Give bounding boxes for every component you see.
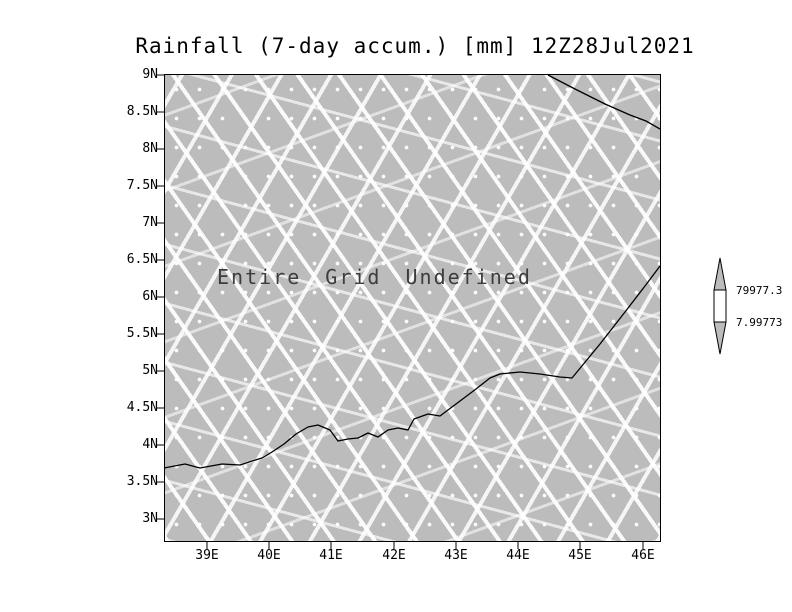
y-axis-label: 7.5N — [126, 178, 158, 193]
colorbar: 79977.3 7.99773 — [712, 257, 792, 357]
x-axis-label: 45E — [568, 548, 592, 563]
axis-ticks — [156, 74, 644, 549]
y-axis-label: 4.5N — [126, 400, 158, 415]
x-axis-label: 43E — [444, 548, 468, 563]
y-axis-label: 3N — [142, 511, 158, 526]
x-axis-label: 39E — [195, 548, 219, 563]
y-axis-label: 9N — [142, 67, 158, 82]
y-axis-label: 8.5N — [126, 104, 158, 119]
colorbar-min-label: 7.99773 — [736, 316, 783, 329]
colorbar-shape — [713, 257, 727, 355]
colorbar-max-label: 79977.3 — [736, 284, 783, 297]
plot-title: Rainfall (7-day accum.) [mm] 12Z28Jul202… — [135, 34, 695, 58]
grid-undefined-message: Entire Grid Undefined — [217, 265, 532, 289]
y-axis-label: 6.5N — [126, 252, 158, 267]
x-axis-label: 42E — [382, 548, 406, 563]
y-axis-label: 3.5N — [126, 474, 158, 489]
x-axis-label: 40E — [257, 548, 281, 563]
y-axis-label: 7N — [142, 215, 158, 230]
border-line-northeast — [547, 74, 661, 130]
country-border-lines — [163, 74, 661, 469]
y-axis-label: 8N — [142, 141, 158, 156]
colorbar-up-arrow-icon — [713, 257, 727, 291]
y-axis-label: 4N — [142, 437, 158, 452]
border-line-south — [163, 265, 661, 469]
y-axis-label: 5.5N — [126, 326, 158, 341]
x-axis-label: 44E — [506, 548, 530, 563]
x-axis-label: 46E — [631, 548, 655, 563]
y-axis-label: 6N — [142, 289, 158, 304]
y-axis-label: 5N — [142, 363, 158, 378]
plot-area: Entire Grid Undefined — [164, 74, 661, 542]
x-axis-label: 41E — [319, 548, 343, 563]
colorbar-down-arrow-icon — [713, 321, 727, 355]
colorbar-band — [713, 289, 727, 323]
